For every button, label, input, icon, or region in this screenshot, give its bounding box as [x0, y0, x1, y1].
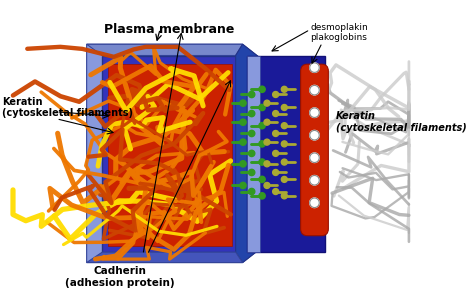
- FancyBboxPatch shape: [301, 64, 328, 236]
- Text: Cadherin
(adhesion protein): Cadherin (adhesion protein): [65, 266, 174, 288]
- Circle shape: [240, 139, 246, 145]
- Circle shape: [259, 104, 265, 111]
- Polygon shape: [247, 55, 325, 252]
- Polygon shape: [236, 44, 267, 262]
- Circle shape: [259, 193, 265, 199]
- Circle shape: [310, 85, 319, 95]
- Circle shape: [273, 91, 279, 97]
- Text: Keratin
(cytoskeletal filaments): Keratin (cytoskeletal filaments): [2, 97, 133, 118]
- Polygon shape: [102, 55, 236, 252]
- Circle shape: [240, 100, 246, 106]
- Circle shape: [248, 110, 255, 117]
- Circle shape: [273, 150, 279, 156]
- Circle shape: [248, 150, 255, 156]
- Circle shape: [273, 131, 279, 136]
- Polygon shape: [87, 44, 267, 262]
- Circle shape: [273, 188, 279, 195]
- Circle shape: [264, 100, 270, 106]
- Circle shape: [282, 159, 287, 165]
- Circle shape: [273, 111, 279, 116]
- Circle shape: [248, 169, 255, 176]
- Circle shape: [310, 63, 319, 72]
- Text: Keratin
(cytoskeletal filaments): Keratin (cytoskeletal filaments): [336, 111, 467, 133]
- Circle shape: [240, 182, 246, 188]
- Circle shape: [259, 123, 265, 129]
- Circle shape: [259, 86, 265, 92]
- Circle shape: [310, 198, 319, 208]
- Circle shape: [282, 193, 287, 199]
- Circle shape: [248, 188, 255, 195]
- Circle shape: [259, 159, 265, 165]
- Circle shape: [282, 141, 287, 147]
- Circle shape: [264, 139, 270, 145]
- Circle shape: [282, 86, 287, 92]
- Text: desmoplakin
plakoglobins: desmoplakin plakoglobins: [310, 22, 368, 42]
- Circle shape: [264, 119, 270, 125]
- Polygon shape: [87, 44, 243, 55]
- Circle shape: [310, 131, 319, 140]
- Circle shape: [310, 176, 319, 185]
- Circle shape: [282, 104, 287, 111]
- Polygon shape: [87, 252, 243, 262]
- Circle shape: [259, 141, 265, 147]
- Circle shape: [240, 119, 246, 125]
- Circle shape: [282, 123, 287, 129]
- Circle shape: [248, 130, 255, 137]
- Circle shape: [310, 108, 319, 117]
- Circle shape: [264, 182, 270, 188]
- Circle shape: [310, 153, 319, 163]
- Polygon shape: [108, 64, 232, 246]
- Circle shape: [282, 176, 287, 182]
- Circle shape: [273, 169, 279, 176]
- Circle shape: [240, 161, 246, 167]
- Text: Plasma membrane: Plasma membrane: [104, 22, 234, 36]
- Circle shape: [264, 161, 270, 167]
- Circle shape: [259, 176, 265, 183]
- Circle shape: [248, 91, 255, 98]
- Polygon shape: [247, 55, 260, 252]
